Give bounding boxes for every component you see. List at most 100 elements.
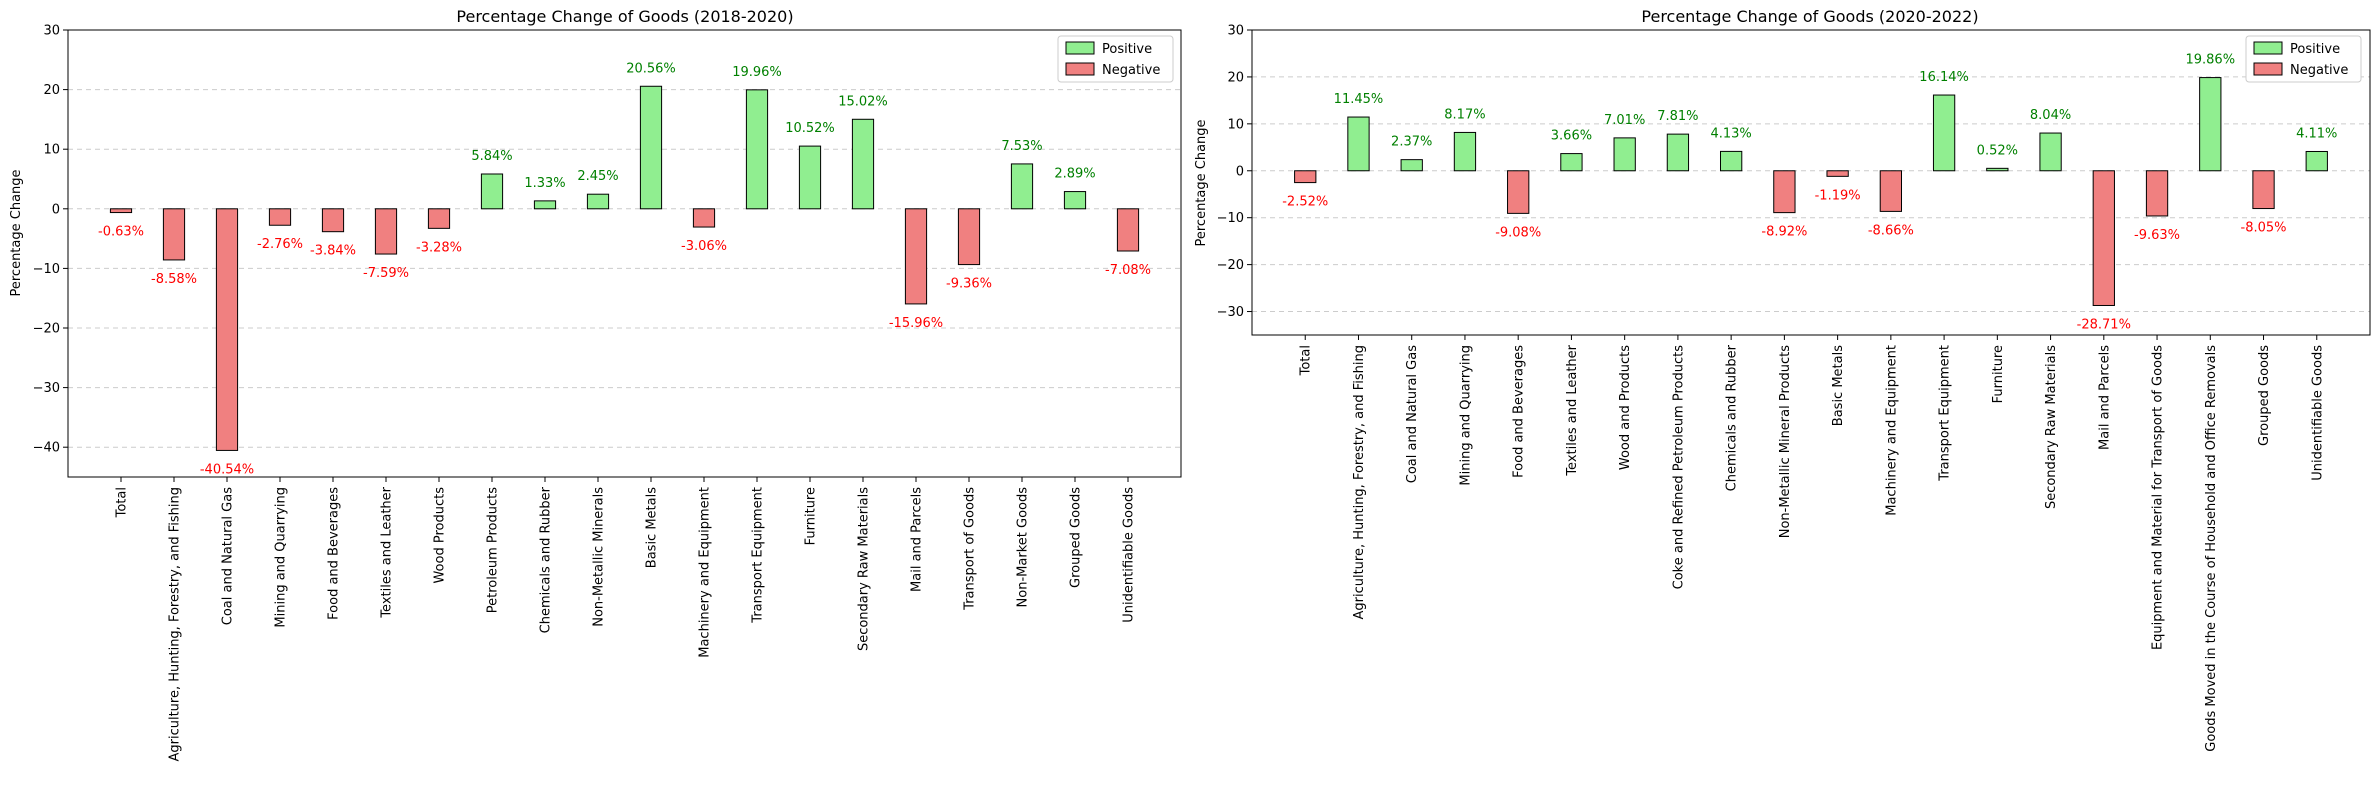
- data-label: -3.06%: [681, 239, 727, 254]
- x-tick-label: Transport Equipment: [751, 487, 766, 624]
- bar: [1879, 170, 1903, 212]
- data-label: 15.02%: [838, 94, 888, 109]
- x-tick-label: Coal and Natural Gas: [221, 487, 236, 625]
- chart-title: Percentage Change of Goods (2018-2020): [456, 7, 793, 26]
- x-tick-label: Secondary Raw Materials: [2044, 345, 2059, 509]
- legend: Positive Negative: [2245, 35, 2362, 83]
- y-axis-label: Percentage Change: [1194, 119, 1209, 246]
- data-label: 19.96%: [732, 65, 782, 80]
- data-label: -3.84%: [310, 244, 356, 259]
- data-label: 7.81%: [1657, 109, 1698, 124]
- data-label: -40.54%: [200, 462, 254, 477]
- bar: [851, 118, 875, 210]
- data-label: 19.86%: [2185, 53, 2235, 68]
- bar: [639, 85, 663, 210]
- x-tick-label: Chemicals and Rubber: [1725, 344, 1740, 491]
- bar: [1063, 191, 1087, 210]
- x-tick-label: Textiles and Leather: [380, 486, 395, 618]
- bar: [1507, 170, 1530, 214]
- x-tick-label: Mail and Parcels: [910, 487, 925, 592]
- x-tick-label: Basic Metals: [1831, 345, 1846, 426]
- legend-label-positive: Positive: [2290, 42, 2340, 57]
- y-axis-label: Percentage Change: [9, 169, 24, 296]
- x-tick-label: Chemicals and Rubber: [539, 486, 554, 633]
- bar: [215, 208, 239, 451]
- data-label: 10.52%: [785, 121, 835, 136]
- data-label: -15.96%: [889, 316, 943, 331]
- data-label: 8.17%: [1444, 107, 1485, 122]
- bar: [427, 208, 451, 229]
- legend-swatch-positive: [2253, 41, 2283, 55]
- data-label: -2.52%: [1282, 195, 1328, 210]
- x-tick-label: Furniture: [1991, 345, 2006, 403]
- bar: [2199, 77, 2222, 172]
- x-tick-label: Goods Moved in the Course of Household a…: [2204, 345, 2219, 752]
- plot-area: −30 −20 −10 0 10 20 30 -2.52% Total 11.45% Agricul…: [1217, 24, 2371, 752]
- bar: [2252, 170, 2275, 210]
- bar: [162, 208, 186, 261]
- y-tick-label: −10: [33, 262, 60, 277]
- data-label: 8.04%: [2030, 108, 2071, 123]
- bar: [1010, 163, 1034, 210]
- bar: [374, 208, 398, 255]
- bar: [1400, 159, 1423, 172]
- bar: [1294, 170, 1317, 184]
- bar: [2305, 150, 2328, 172]
- x-tick-label: Machinery and Equipment: [698, 487, 713, 658]
- x-tick-label: Equipment and Material for Transport of …: [2151, 345, 2166, 650]
- x-tick-label: Grouped Goods: [1069, 487, 1084, 588]
- x-tick-label: Secondary Raw Materials: [857, 487, 872, 651]
- x-tick-label: Grouped Goods: [2257, 345, 2272, 446]
- bar: [1773, 170, 1796, 214]
- x-tick-label: Mining and Quarrying: [1458, 345, 1473, 486]
- x-tick-label: Petroleum Products: [486, 487, 501, 613]
- y-tick-label: −40: [33, 441, 60, 456]
- bar: [1613, 137, 1636, 172]
- data-label: -28.71%: [2077, 317, 2131, 332]
- bar: [957, 208, 981, 266]
- x-tick-label: Coal and Natural Gas: [1405, 345, 1420, 483]
- y-tick-label: 20: [1227, 70, 1244, 85]
- x-tick-label: Mining and Quarrying: [274, 487, 289, 628]
- y-tick-label: −20: [33, 322, 60, 337]
- bar: [1560, 153, 1583, 172]
- data-label: 3.66%: [1551, 129, 1592, 144]
- x-tick-label: Transport Equipment: [1938, 345, 1953, 482]
- legend: Positive Negative: [1057, 35, 1174, 83]
- y-tick-label: 10: [43, 143, 60, 158]
- axes-frame: [67, 29, 1182, 478]
- bar: [1932, 94, 1956, 172]
- data-label: 0.52%: [1977, 143, 2018, 158]
- y-tick-label: 0: [52, 202, 60, 217]
- x-tick-label: Wood and Products: [1618, 345, 1633, 470]
- data-label: 4.11%: [2296, 126, 2337, 141]
- data-label: 4.13%: [1710, 126, 1751, 141]
- y-tick-label: 30: [1227, 24, 1244, 39]
- x-tick-label: Basic Metals: [645, 487, 660, 568]
- data-label: -8.92%: [1761, 225, 1807, 240]
- bar: [321, 208, 345, 233]
- bar: [904, 208, 928, 305]
- x-tick-label: Food and Beverages: [327, 487, 342, 620]
- legend-label-positive: Positive: [1102, 42, 1152, 57]
- data-label: 20.56%: [626, 61, 676, 76]
- legend-label-negative: Negative: [1102, 63, 1160, 78]
- x-tick-label: Furniture: [804, 487, 819, 545]
- x-tick-label: Non-Metallic Minerals: [592, 487, 607, 627]
- axes-frame: [1251, 29, 2371, 336]
- x-tick-label: Agriculture, Hunting, Forestry, and Fish…: [168, 487, 183, 762]
- bar: [1347, 116, 1370, 172]
- x-tick-label: Total: [1299, 345, 1314, 376]
- data-label: -9.63%: [2134, 228, 2180, 243]
- x-tick-label: Coke and Refined Petroleum Products: [1671, 345, 1686, 590]
- x-tick-label: Non-Market Goods: [1016, 487, 1031, 608]
- bar: [533, 200, 557, 210]
- bar: [109, 208, 133, 214]
- x-tick-label: Non-Metallic Mineral Products: [1778, 345, 1793, 538]
- bar: [586, 193, 610, 210]
- data-label: 2.45%: [577, 169, 618, 184]
- x-tick-label: Total: [115, 487, 130, 518]
- data-label: -8.05%: [2241, 221, 2287, 236]
